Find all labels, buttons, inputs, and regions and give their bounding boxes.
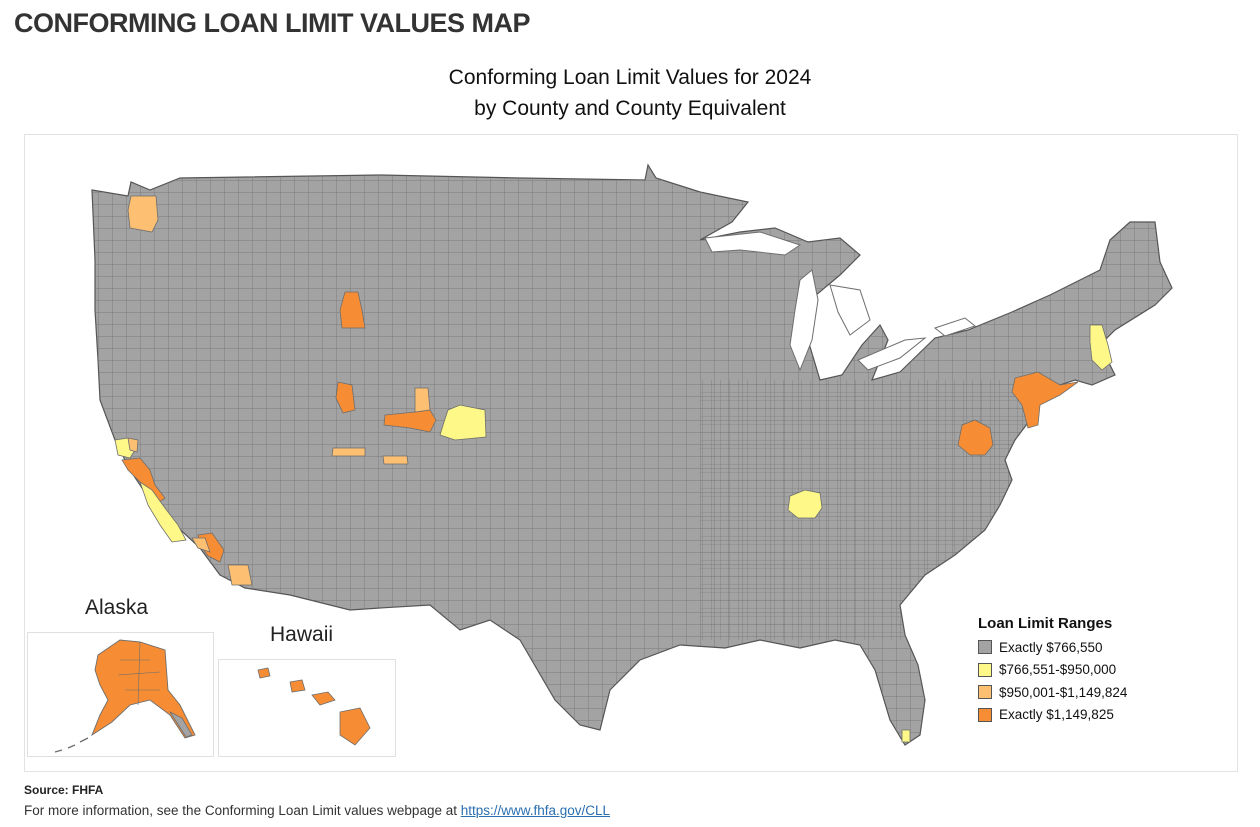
county-summit-ut[interactable] [335, 381, 356, 414]
lake-ontario [933, 317, 977, 337]
county-seattle-area[interactable] [127, 195, 159, 233]
hawaii-inset-box [218, 659, 396, 757]
county-denver-metro-co[interactable] [439, 404, 487, 441]
alaska-shape[interactable] [91, 639, 196, 739]
county-orange-ca[interactable] [191, 537, 211, 553]
county-central-coast-ca[interactable] [139, 481, 187, 543]
county-monroe-fl[interactable] [901, 729, 911, 743]
legend-item[interactable]: $950,001-$1,149,824 [978, 681, 1127, 704]
county-ouray-co[interactable] [382, 455, 409, 465]
county-san-diego-ca[interactable] [227, 564, 253, 586]
legend-label: Exactly $1,149,825 [999, 707, 1114, 723]
highlighted-counties [114, 195, 1113, 743]
page-title: CONFORMING LOAN LIMIT VALUES MAP [14, 8, 530, 38]
legend-swatch [978, 662, 992, 677]
map-frame [24, 134, 1238, 772]
fhfa-link[interactable]: https://www.fhfa.gov/CLL [460, 803, 611, 818]
legend-label: $766,551-$950,000 [999, 662, 1117, 678]
more-info-text: For more information, see the Conforming… [24, 803, 610, 818]
more-info-label: For more information, see the Conforming… [24, 803, 461, 818]
county-san-miguel-co[interactable] [331, 447, 366, 457]
hawaii-inset [257, 667, 371, 746]
hawaii-label: Hawaii [270, 623, 334, 646]
county-routt-co[interactable] [414, 387, 431, 413]
legend-title: Loan Limit Ranges [978, 615, 1113, 632]
lake-erie [857, 337, 927, 371]
county-grid-southeast [700, 380, 1030, 640]
hawaii-oahu[interactable] [289, 679, 306, 693]
legend-swatch [978, 707, 992, 722]
county-dc-metro[interactable] [957, 419, 994, 456]
legend-item[interactable]: Exactly $766,550 [978, 636, 1127, 659]
lake-superior [704, 231, 802, 256]
county-nashville-tn[interactable] [787, 489, 823, 519]
alaska-label: Alaska [85, 596, 149, 619]
source-note: Source: FHFA [24, 783, 104, 797]
hawaii-big-island[interactable] [339, 707, 371, 746]
legend-label: $950,001-$1,149,824 [999, 684, 1128, 700]
legend-swatch [978, 640, 992, 655]
county-bay-area-ca[interactable] [121, 457, 166, 504]
map-title-line-2: by County and County Equivalent [474, 97, 786, 120]
legend-label: Exactly $766,550 [999, 639, 1103, 655]
map-title-line-1: Conforming Loan Limit Values for 2024 [448, 66, 812, 89]
alaska-southeast[interactable] [168, 710, 193, 738]
lake-huron [829, 284, 871, 336]
county-boston-metro[interactable] [1089, 324, 1113, 371]
legend-swatch [978, 685, 992, 700]
alaska-borough-lines [117, 641, 161, 706]
hawaii-kauai[interactable] [257, 667, 271, 679]
lake-michigan [789, 269, 819, 372]
hawaii-molokai-maui[interactable] [311, 691, 336, 706]
legend-item[interactable]: Exactly $1,149,825 [978, 704, 1127, 727]
county-ny-metro[interactable] [1011, 371, 1079, 429]
county-teton-wy[interactable] [339, 291, 366, 329]
legend-item[interactable]: $766,551-$950,000 [978, 659, 1127, 682]
county-placer-ca[interactable] [127, 437, 139, 453]
alaska-aleutians [54, 737, 89, 753]
legend: Loan Limit Ranges Exactly $766,550 $766,… [978, 615, 1127, 726]
alaska-inset [54, 639, 196, 753]
